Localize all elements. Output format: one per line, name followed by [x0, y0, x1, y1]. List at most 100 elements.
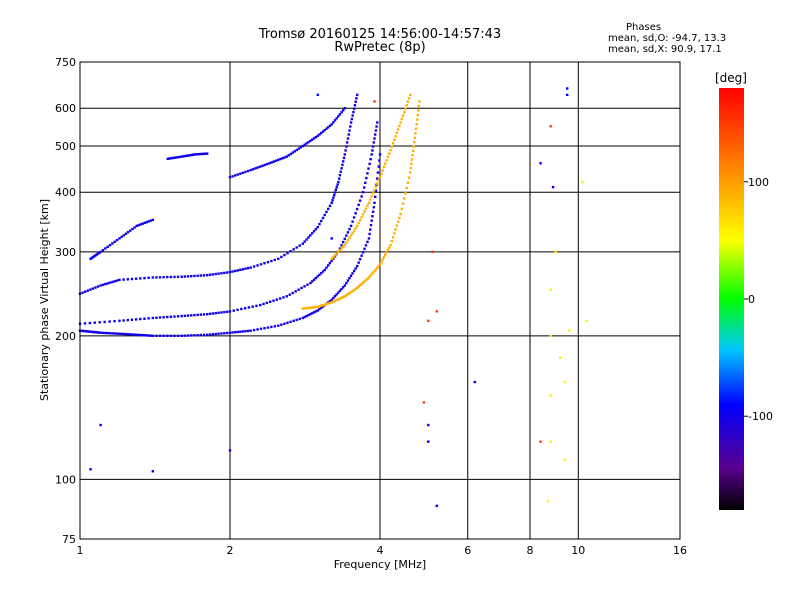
data-point: [338, 173, 342, 177]
data-point: [310, 232, 314, 235]
data-point: [330, 123, 333, 126]
data-point: [111, 242, 114, 245]
data-point: [389, 243, 392, 247]
data-point: [307, 141, 310, 144]
data-point: [549, 334, 552, 338]
data-point: [86, 289, 89, 292]
data-point: [330, 259, 333, 263]
data-point: [355, 264, 359, 268]
data-point: [358, 284, 362, 287]
data-point: [310, 306, 314, 309]
data-point: [346, 231, 350, 234]
data-point: [247, 306, 251, 309]
data-point: [176, 334, 180, 338]
data-point: [378, 153, 382, 156]
data-point: [340, 111, 343, 114]
data-point: [202, 333, 206, 337]
data-point: [101, 331, 105, 335]
data-point: [321, 130, 325, 133]
data-point: [295, 246, 298, 249]
data-point: [115, 332, 119, 335]
data-point: [390, 239, 394, 243]
data-point: [393, 232, 396, 235]
data-point: [367, 167, 370, 170]
data-point: [306, 283, 309, 286]
data-point: [333, 193, 336, 197]
data-point: [176, 315, 180, 318]
data-point: [272, 160, 275, 163]
data-point: [223, 271, 226, 275]
data-point: [305, 142, 308, 145]
data-point: [390, 145, 394, 148]
data-point: [126, 333, 130, 336]
data-point: [145, 334, 149, 337]
data-point: [283, 322, 286, 325]
data-point: [151, 316, 155, 320]
data-point: [371, 210, 375, 213]
data-point: [325, 302, 328, 306]
data-point: [363, 186, 366, 189]
data-point: [196, 274, 199, 277]
data-point: [352, 288, 356, 292]
y-tick-label: 600: [55, 102, 76, 115]
data-point: [126, 318, 129, 322]
data-point: [403, 197, 406, 200]
data-point: [409, 171, 412, 174]
data-point: [311, 280, 314, 283]
data-point: [367, 201, 371, 205]
data-point: [407, 97, 411, 100]
data-point: [407, 176, 411, 179]
data-point: [338, 297, 342, 300]
data-point: [169, 275, 173, 279]
data-point: [113, 332, 116, 335]
data-point: [417, 109, 420, 112]
data-point: [345, 145, 348, 148]
data-point: [131, 227, 134, 231]
data-point: [166, 275, 169, 279]
data-point: [312, 306, 316, 309]
data-point: [291, 291, 294, 295]
data-point: [338, 289, 342, 293]
data-point: [349, 234, 353, 237]
data-point: [139, 277, 142, 280]
data-point: [427, 319, 430, 323]
data-point: [151, 334, 155, 338]
data-point: [376, 177, 379, 180]
data-point: [162, 276, 165, 279]
data-point: [325, 127, 328, 130]
data-point: [126, 278, 129, 281]
data-point: [303, 143, 306, 146]
data-point: [330, 298, 333, 301]
data-point: [281, 157, 284, 160]
data-point: [352, 229, 356, 232]
data-point: [373, 188, 376, 192]
data-point: [246, 266, 250, 270]
data-point: [312, 311, 316, 314]
data-point: [143, 317, 146, 320]
data-point: [191, 153, 195, 156]
data-point: [338, 247, 342, 250]
data-point: [360, 216, 363, 219]
data-point: [193, 313, 196, 317]
data-point: [411, 149, 415, 153]
chart-subtitle: RwPretec (8p): [334, 40, 426, 55]
data-point: [202, 274, 206, 277]
data-point: [301, 242, 305, 245]
data-point: [193, 274, 196, 278]
data-point: [382, 165, 386, 169]
data-point: [314, 135, 318, 139]
data-point: [309, 139, 312, 143]
data-point: [307, 313, 310, 317]
data-point: [349, 125, 352, 128]
data-point: [345, 141, 349, 144]
data-point: [268, 300, 272, 303]
data-point: [337, 177, 341, 180]
colorbar-tick-label: 0: [748, 293, 755, 306]
data-point: [385, 159, 388, 162]
data-point: [106, 282, 109, 285]
y-tick-label: 200: [55, 330, 76, 343]
data-point: [108, 243, 112, 247]
data-point: [183, 275, 187, 278]
data-point: [352, 107, 356, 110]
data-point: [354, 227, 357, 230]
